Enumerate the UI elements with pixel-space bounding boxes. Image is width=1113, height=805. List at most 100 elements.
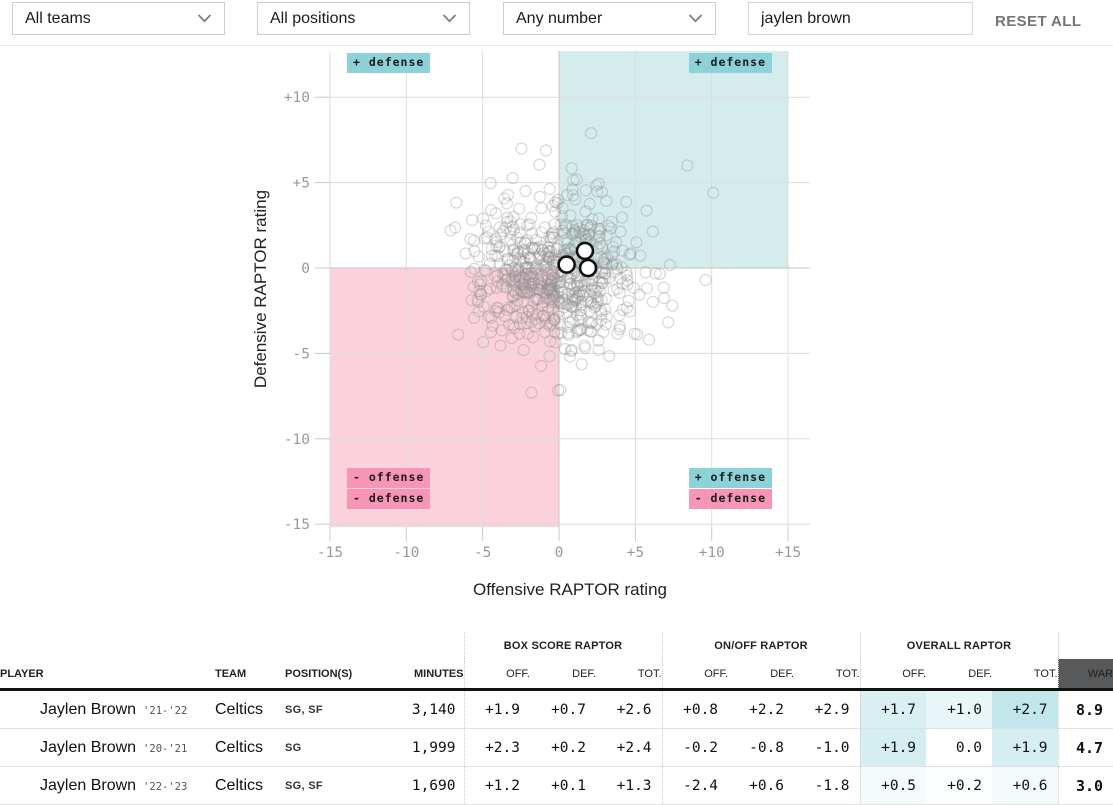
scatter-point[interactable] [556,291,569,304]
scatter-point[interactable] [596,277,609,290]
scatter-point[interactable] [564,209,577,222]
scatter-point[interactable] [513,317,527,330]
highlighted-scatter-point[interactable]: Jaylen Brown '22-'23 [557,255,576,274]
scatter-point[interactable] [506,220,519,233]
scatter-point[interactable] [569,193,582,206]
scatter-point[interactable] [500,263,513,276]
scatter-point[interactable] [594,222,607,236]
scatter-point[interactable] [538,325,552,339]
scatter-point[interactable] [586,316,599,329]
scatter-point[interactable] [543,245,556,258]
scatter-point[interactable] [549,274,563,287]
scatter-point[interactable] [555,210,569,223]
scatter-point[interactable] [545,276,558,289]
scatter-point[interactable] [489,207,503,220]
scatter-point[interactable] [575,358,588,371]
scatter-point[interactable] [699,273,712,287]
scatter-point[interactable] [624,247,637,260]
scatter-point[interactable] [508,322,521,335]
scatter-point[interactable] [576,289,590,302]
scatter-point[interactable] [582,295,595,308]
scatter-point[interactable] [681,159,694,172]
scatter-point[interactable] [584,126,598,140]
scatter-point[interactable] [513,327,526,340]
scatter-point[interactable] [507,285,520,298]
scatter-point[interactable] [573,222,586,235]
scatter-point[interactable] [508,278,521,291]
scatter-point[interactable] [518,273,532,286]
scatter-point[interactable] [573,323,586,336]
scatter-point[interactable] [640,204,653,217]
scatter-point[interactable] [585,282,598,296]
scatter-point[interactable] [485,242,498,256]
scatter-point[interactable] [561,320,574,333]
scatter-point[interactable] [592,177,605,190]
scatter-point[interactable] [557,227,571,240]
scatter-point[interactable] [547,313,561,326]
scatter-point[interactable] [521,286,534,299]
scatter-point[interactable] [563,315,577,328]
scatter-point[interactable] [545,227,559,241]
scatter-point[interactable] [485,311,498,324]
column-header-box-tot[interactable]: TOT. [596,659,663,691]
scatter-point[interactable] [535,280,548,293]
scatter-point[interactable] [598,267,612,280]
scatter-point[interactable] [653,267,666,281]
scatter-point[interactable] [502,188,515,201]
scatter-point[interactable] [543,182,556,196]
scatter-point[interactable] [596,272,609,285]
scatter-point[interactable] [546,226,559,239]
scatter-point[interactable] [583,304,596,317]
scatter-point[interactable] [539,144,553,157]
scatter-point[interactable] [559,218,572,231]
scatter-point[interactable] [593,275,607,288]
scatter-point[interactable] [591,185,604,198]
scatter-point[interactable] [599,267,612,280]
scatter-point[interactable] [539,291,553,305]
scatter-point[interactable] [595,294,608,307]
scatter-point[interactable] [512,264,525,277]
scatter-point[interactable] [579,205,592,218]
scatter-point[interactable] [545,231,558,244]
scatter-point[interactable] [514,236,527,249]
scatter-point[interactable] [583,197,596,210]
scatter-point[interactable] [530,307,543,321]
scatter-point[interactable] [545,274,559,287]
scatter-point[interactable] [506,254,519,267]
scatter-point[interactable] [493,240,506,253]
scatter-point[interactable] [505,263,518,276]
scatter-point[interactable] [548,271,561,284]
scatter-point[interactable] [512,287,525,300]
scatter-point[interactable] [523,286,536,299]
scatter-point[interactable] [550,277,563,290]
scatter-point[interactable] [509,270,522,283]
scatter-point[interactable] [507,210,520,223]
scatter-point[interactable] [546,288,560,301]
scatter-point[interactable] [537,253,550,266]
scatter-point[interactable] [544,283,557,296]
scatter-point[interactable] [568,223,582,236]
scatter-point[interactable] [602,271,616,285]
scatter-point[interactable] [543,319,556,332]
scatter-point[interactable] [538,275,551,288]
scatter-point[interactable] [548,205,562,218]
scatter-point[interactable] [500,274,513,287]
scatter-point[interactable] [493,221,506,234]
scatter-point[interactable] [597,325,610,338]
scatter-point[interactable] [607,284,620,297]
scatter-point[interactable] [507,290,520,303]
scatter-point[interactable] [539,260,552,273]
scatter-point[interactable] [566,189,580,202]
scatter-point[interactable] [511,294,524,307]
scatter-point[interactable] [575,323,588,336]
scatter-point[interactable] [649,267,662,280]
scatter-point[interactable] [589,300,602,313]
scatter-point[interactable] [554,383,567,396]
column-header-onoff-off[interactable]: OFF. [661,659,729,691]
scatter-point[interactable] [528,313,542,326]
scatter-point[interactable] [599,303,612,316]
scatter-point[interactable] [526,270,539,283]
scatter-point[interactable] [562,328,575,341]
highlighted-scatter-point[interactable]: Jaylen Brown '20-'21 [578,258,598,278]
scatter-point[interactable] [543,335,557,348]
